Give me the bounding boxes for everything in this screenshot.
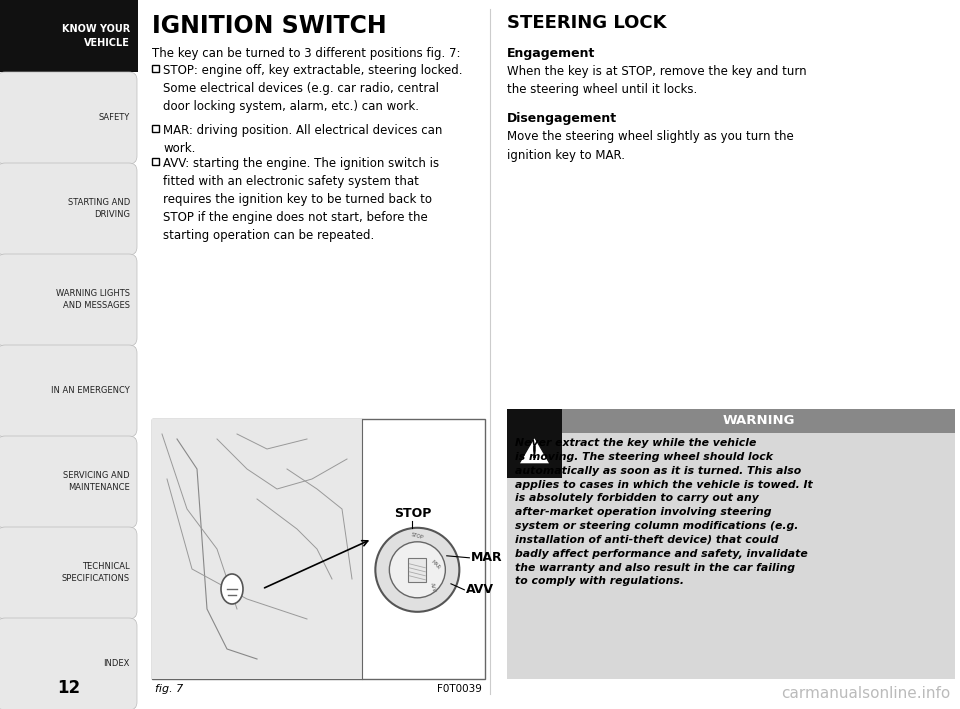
FancyBboxPatch shape [0, 436, 137, 528]
Polygon shape [518, 437, 550, 464]
Text: STOP: STOP [411, 532, 424, 540]
Text: STOP: engine off, key extractable, steering locked.
Some electrical devices (e.g: STOP: engine off, key extractable, steer… [163, 64, 463, 113]
Text: KNOW YOUR
VEHICLE: KNOW YOUR VEHICLE [61, 24, 130, 48]
Text: STOP: STOP [394, 507, 431, 520]
Bar [507, 409, 955, 679]
Text: MAR: MAR [430, 559, 441, 571]
Text: Never extract the key while the vehicle
is moving. The steering wheel should loc: Never extract the key while the vehicle … [515, 438, 813, 586]
Text: INDEX: INDEX [104, 659, 130, 668]
FancyBboxPatch shape [0, 618, 137, 709]
Text: SERVICING AND
MAINTENANCE: SERVICING AND MAINTENANCE [63, 471, 130, 491]
Text: AVV: starting the engine. The ignition switch is
fitted with an electronic safet: AVV: starting the engine. The ignition s… [163, 157, 439, 242]
Bar [152, 65, 159, 72]
Bar [0, 256, 136, 344]
Text: IN AN EMERGENCY: IN AN EMERGENCY [51, 386, 130, 395]
Bar [0, 620, 136, 708]
Bar [562, 409, 955, 433]
FancyBboxPatch shape [0, 163, 137, 255]
Text: F0T0039: F0T0039 [437, 684, 482, 694]
Text: carmanualsonline.info: carmanualsonline.info [780, 686, 950, 701]
Text: STEERING LOCK: STEERING LOCK [507, 14, 666, 32]
Bar [152, 125, 159, 132]
Text: !: ! [531, 445, 538, 461]
Bar [152, 419, 362, 679]
FancyBboxPatch shape [0, 254, 137, 346]
Bar [0, 529, 136, 617]
FancyBboxPatch shape [0, 72, 137, 164]
FancyBboxPatch shape [0, 527, 137, 619]
FancyBboxPatch shape [0, 345, 137, 437]
Bar [0, 0, 138, 72]
Text: The key can be turned to 3 different positions fig. 7:: The key can be turned to 3 different pos… [152, 47, 461, 60]
Ellipse shape [221, 574, 243, 604]
Bar [152, 158, 159, 165]
Bar [152, 419, 485, 679]
Text: Move the steering wheel slightly as you turn the
ignition key to MAR.: Move the steering wheel slightly as you … [507, 130, 794, 162]
Text: IGNITION SWITCH: IGNITION SWITCH [152, 14, 387, 38]
Bar [0, 347, 136, 435]
Circle shape [375, 527, 459, 612]
Text: WARNING LIGHTS
AND MESSAGES: WARNING LIGHTS AND MESSAGES [56, 289, 130, 310]
Text: SAFETY: SAFETY [99, 113, 130, 122]
Text: WARNING: WARNING [722, 415, 795, 428]
Text: When the key is at STOP, remove the key and turn
the steering wheel until it loc: When the key is at STOP, remove the key … [507, 65, 806, 96]
Bar [0, 438, 136, 526]
Bar [0, 74, 136, 162]
Bar [507, 409, 562, 478]
Text: MAR: MAR [471, 552, 503, 564]
Text: AVV: AVV [467, 584, 494, 596]
Circle shape [390, 542, 445, 598]
Bar [408, 558, 426, 582]
Bar [0, 165, 136, 253]
Text: Disengagement: Disengagement [507, 112, 617, 125]
Text: AVV: AVV [429, 582, 436, 593]
Text: STARTING AND
DRIVING: STARTING AND DRIVING [68, 199, 130, 218]
Text: fig. 7: fig. 7 [155, 684, 183, 694]
Text: TECHNICAL
SPECIFICATIONS: TECHNICAL SPECIFICATIONS [61, 562, 130, 583]
Text: MAR: driving position. All electrical devices can
work.: MAR: driving position. All electrical de… [163, 124, 443, 155]
Text: Engagement: Engagement [507, 47, 595, 60]
Text: 12: 12 [58, 679, 81, 697]
